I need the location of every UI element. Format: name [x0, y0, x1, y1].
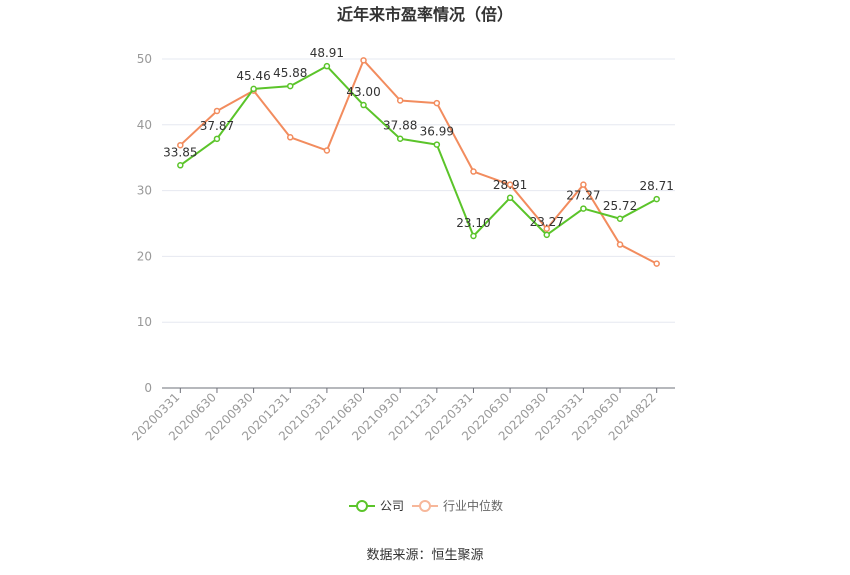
data-point-industry-median: [433, 99, 441, 107]
legend-label-industry-median: 行业中位数: [443, 498, 503, 513]
gridlines: [162, 58, 675, 323]
legend-marker-company: [356, 500, 368, 512]
data-label-company: 25.72: [603, 199, 637, 213]
data-label-company: 36.99: [420, 125, 454, 139]
data-point-company: [433, 141, 441, 148]
data-point-industry-median: [653, 260, 660, 267]
data-point-industry-median: [543, 225, 550, 233]
data-point-industry-median: [177, 141, 184, 149]
data-point-industry-median: [323, 147, 331, 154]
chart-title: 近年来市盈率情况（倍）: [337, 5, 513, 24]
data-point-company: [213, 135, 221, 143]
data-label-company: 23.27: [530, 215, 564, 229]
data-point-company: [287, 82, 294, 90]
data-point-company: [360, 101, 367, 109]
data-label-company: 28.91: [493, 178, 527, 192]
y-tick-label: 50: [137, 52, 152, 66]
legend-item-industry-median[interactable]: 行业中位数: [412, 498, 503, 513]
y-tick-label: 10: [137, 315, 152, 329]
data-point-company: [653, 195, 660, 203]
data-label-company: 33.85: [163, 145, 197, 159]
data-point-company: [177, 162, 184, 169]
y-tick-label: 40: [137, 118, 152, 132]
data-label-company: 37.88: [383, 119, 417, 133]
axes: 0102030405020200331202006302020093020201…: [129, 52, 675, 443]
data-point-industry-median: [470, 168, 477, 175]
data-point-industry-median: [616, 241, 624, 248]
data-point-company: [470, 232, 477, 240]
data-label-company: 37.87: [200, 119, 234, 133]
data-point-industry-median: [360, 57, 367, 64]
legend-label-company: 公司: [380, 499, 404, 513]
data-label-company: 45.88: [273, 66, 307, 80]
series-layer: [177, 57, 660, 267]
data-point-company: [580, 205, 587, 212]
series-line-industry-median: [179, 59, 658, 265]
data-point-company: [616, 215, 624, 223]
data-point-company: [396, 135, 404, 142]
y-tick-label: 30: [137, 184, 152, 198]
data-source: 数据来源：恒生聚源: [366, 548, 483, 563]
data-label-company: 43.00: [346, 85, 380, 99]
data-label-company: 48.91: [310, 46, 344, 60]
data-label-company: 27.27: [566, 189, 600, 203]
legend-item-company[interactable]: 公司: [349, 499, 404, 513]
data-point-industry-median: [396, 97, 404, 104]
data-point-company: [323, 62, 331, 70]
y-tick-label: 20: [137, 249, 152, 263]
data-point-industry-median: [580, 181, 587, 188]
legend-marker-industry-median: [419, 500, 431, 512]
data-label-company: 23.10: [456, 216, 490, 230]
y-tick-label: 0: [144, 381, 152, 395]
data-point-industry-median: [506, 181, 514, 188]
data-point-company: [250, 85, 257, 93]
data-point-industry-median: [287, 134, 294, 141]
data-point-company: [543, 231, 550, 239]
legend[interactable]: 公司 行业中位数: [349, 498, 503, 513]
data-label-company: 28.71: [639, 179, 673, 193]
data-label-company: 45.46: [236, 69, 270, 83]
series-line-company: [179, 65, 658, 238]
data-point-industry-median: [213, 107, 221, 115]
data-point-company: [506, 194, 514, 202]
